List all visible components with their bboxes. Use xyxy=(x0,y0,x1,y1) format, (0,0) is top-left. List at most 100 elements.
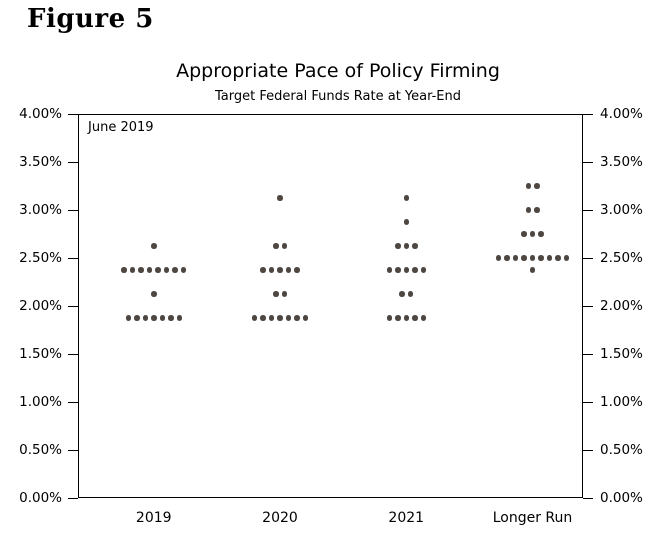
policy-rate-dot xyxy=(277,195,283,201)
policy-rate-dot xyxy=(121,267,127,273)
policy-rate-dot xyxy=(399,291,405,297)
policy-rate-dot xyxy=(403,315,409,321)
policy-rate-dot xyxy=(412,315,418,321)
y-axis-tick-right xyxy=(583,449,593,451)
policy-rate-dot xyxy=(546,255,553,261)
y-axis-tick-left xyxy=(68,305,78,307)
policy-rate-dot xyxy=(302,315,309,321)
policy-rate-dot xyxy=(403,267,409,273)
policy-rate-dot xyxy=(277,267,283,273)
policy-rate-dot xyxy=(386,315,392,321)
y-axis-tick-right xyxy=(583,161,593,163)
y-tick-label-right: 3.00% xyxy=(600,202,643,218)
policy-rate-dot xyxy=(534,207,540,213)
policy-rate-dot xyxy=(386,267,392,273)
policy-rate-dot xyxy=(281,243,287,249)
policy-rate-dot xyxy=(273,291,279,297)
policy-rate-dot xyxy=(525,207,531,213)
policy-rate-dot xyxy=(129,267,136,273)
y-axis-tick-right xyxy=(583,497,593,499)
policy-rate-dot xyxy=(403,219,409,225)
y-tick-label-right: 4.00% xyxy=(600,106,643,122)
y-axis-tick-left xyxy=(68,257,78,259)
meeting-date-annotation: June 2019 xyxy=(88,120,154,135)
policy-rate-dot xyxy=(495,255,502,261)
policy-rate-dot xyxy=(251,315,258,321)
policy-rate-dot xyxy=(412,243,418,249)
policy-rate-dot xyxy=(151,243,157,249)
y-tick-label-left: 0.00% xyxy=(19,490,62,506)
policy-rate-dot xyxy=(285,267,292,273)
policy-rate-dot xyxy=(521,255,527,261)
y-axis-tick-right xyxy=(583,353,593,355)
policy-rate-dot xyxy=(529,255,536,261)
policy-rate-dot xyxy=(146,267,153,273)
plot-area xyxy=(78,114,583,498)
y-tick-label-left: 0.50% xyxy=(19,442,62,458)
chart-subtitle: Target Federal Funds Rate at Year-End xyxy=(214,89,462,104)
figure-label: Figure 5 xyxy=(27,4,154,34)
policy-rate-dot xyxy=(159,315,165,321)
policy-rate-dot xyxy=(403,243,409,249)
policy-rate-dot xyxy=(155,267,161,273)
policy-rate-dot xyxy=(504,255,510,261)
policy-rate-dot xyxy=(268,267,275,273)
policy-rate-dot xyxy=(260,267,266,273)
y-tick-label-left: 1.50% xyxy=(19,346,62,362)
policy-rate-dot xyxy=(412,267,418,273)
policy-rate-dot xyxy=(521,231,527,237)
y-tick-label-left: 4.00% xyxy=(19,106,62,122)
y-axis-tick-right xyxy=(583,209,593,211)
policy-rate-dot xyxy=(125,315,131,321)
policy-rate-dot xyxy=(407,291,414,297)
policy-rate-dot xyxy=(277,315,283,321)
y-tick-label-left: 2.00% xyxy=(19,298,62,314)
policy-rate-dot xyxy=(273,243,279,249)
y-axis-tick-left xyxy=(68,497,78,499)
policy-rate-dot xyxy=(529,267,536,273)
policy-rate-dot xyxy=(529,231,536,237)
policy-rate-dot xyxy=(395,267,401,273)
policy-rate-dot xyxy=(420,315,426,321)
policy-rate-dot xyxy=(563,255,570,261)
policy-rate-dot xyxy=(268,315,275,321)
policy-rate-dot xyxy=(395,243,401,249)
policy-rate-dot xyxy=(138,267,144,273)
policy-rate-dot xyxy=(525,183,531,189)
policy-rate-dot xyxy=(142,315,148,321)
policy-rate-dot xyxy=(285,315,292,321)
policy-rate-dot xyxy=(151,291,157,297)
policy-rate-dot xyxy=(534,183,540,189)
chart-title: Appropriate Pace of Policy Firming xyxy=(176,60,500,82)
y-tick-label-left: 3.00% xyxy=(19,202,62,218)
policy-rate-dot xyxy=(538,255,544,261)
y-axis-tick-left xyxy=(68,449,78,451)
y-tick-label-right: 0.50% xyxy=(600,442,643,458)
policy-rate-dot xyxy=(281,291,287,297)
y-axis-tick-right xyxy=(583,113,593,115)
policy-rate-dot xyxy=(512,255,519,261)
y-tick-label-left: 1.00% xyxy=(19,394,62,410)
policy-rate-dot xyxy=(176,315,182,321)
x-axis-label-2021: 2021 xyxy=(388,510,425,526)
y-axis-tick-left xyxy=(68,209,78,211)
y-tick-label-right: 3.50% xyxy=(600,154,643,170)
policy-rate-dot xyxy=(163,267,170,273)
y-axis-tick-left xyxy=(68,401,78,403)
y-tick-label-right: 1.50% xyxy=(600,346,643,362)
policy-rate-dot xyxy=(134,315,140,321)
y-axis-tick-left xyxy=(68,353,78,355)
y-axis-tick-right xyxy=(583,401,593,403)
policy-rate-dot xyxy=(420,267,426,273)
policy-rate-dot xyxy=(151,315,157,321)
policy-rate-dot xyxy=(538,231,544,237)
x-axis-label-2019: 2019 xyxy=(135,510,172,526)
policy-rate-dot xyxy=(294,267,300,273)
y-axis-tick-left xyxy=(68,113,78,115)
y-axis-tick-right xyxy=(583,257,593,259)
y-tick-label-right: 1.00% xyxy=(600,394,643,410)
x-axis-label-2020: 2020 xyxy=(262,510,298,526)
y-tick-label-right: 2.50% xyxy=(600,250,643,266)
policy-rate-dot xyxy=(395,315,401,321)
